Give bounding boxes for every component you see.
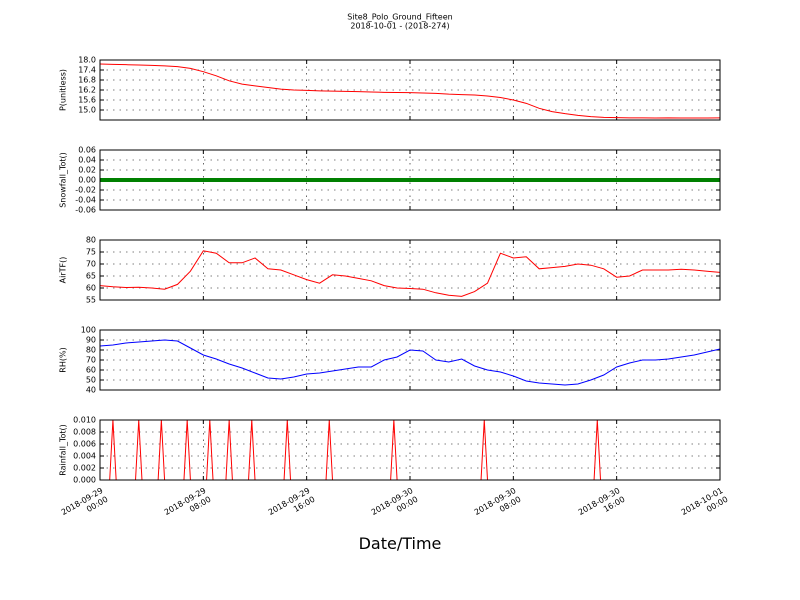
y-tick-label: 0.02 [78,166,96,175]
y-tick-label: -0.06 [75,206,96,215]
y-tick-label: 50 [86,376,96,385]
data-line [100,419,720,481]
y-tick-label: 0.04 [78,156,96,165]
y-tick-label: 100 [81,326,96,335]
y-tick-label: 65 [86,272,96,281]
axes-frame [99,59,721,121]
y-tick-label: 18.0 [78,56,96,65]
y-tick-label: 0.004 [73,452,96,461]
y-tick-label: 17.4 [78,66,96,75]
data-line [100,339,720,386]
y-tick-label: 0.006 [73,440,96,449]
chart-subtitle: 2018-10-01 - (2018-274) [350,22,449,31]
y-tick-label: 80 [86,346,96,355]
data-line [100,63,720,119]
y-tick-label: 80 [86,236,96,245]
y-tick-label: 15.6 [78,96,96,105]
y-tick-label: 0.00 [78,176,96,185]
axes-frame [99,419,721,481]
y-tick-label: -0.02 [75,186,96,195]
y-tick-label: 0.000 [73,476,96,485]
y-tick-label: 70 [86,356,96,365]
axes-frame [99,329,721,391]
y-tick-label: 15.0 [78,106,96,115]
y-axis-label: P(unitless) [59,69,68,111]
y-tick-label: 0.010 [73,416,96,425]
y-tick-label: 0.008 [73,428,96,437]
y-tick-label: 16.2 [78,86,96,95]
y-tick-label: 0.06 [78,146,96,155]
axes-frame [99,149,721,211]
x-axis-label: Date/Time [358,534,442,553]
y-axis-label: AirTF() [59,257,68,284]
y-tick-label: 16.8 [78,76,96,85]
y-tick-label: 0.002 [73,464,96,473]
y-tick-label: 40 [86,386,96,395]
y-tick-label: 60 [86,366,96,375]
y-tick-label: -0.04 [75,196,96,205]
y-tick-label: 60 [86,284,96,293]
y-axis-label: Rainfall_Tot() [59,424,68,476]
y-tick-label: 90 [86,336,96,345]
y-tick-label: 75 [86,248,96,257]
data-line [100,250,720,297]
y-tick-label: 55 [86,296,96,305]
chart-title: Site8_Polo_Ground_Fifteen [347,13,452,22]
axes-frame [99,239,721,301]
y-axis-label: Snowfall_Tot() [59,152,68,208]
y-tick-label: 70 [86,260,96,269]
y-axis-label: RH(%) [59,347,68,372]
